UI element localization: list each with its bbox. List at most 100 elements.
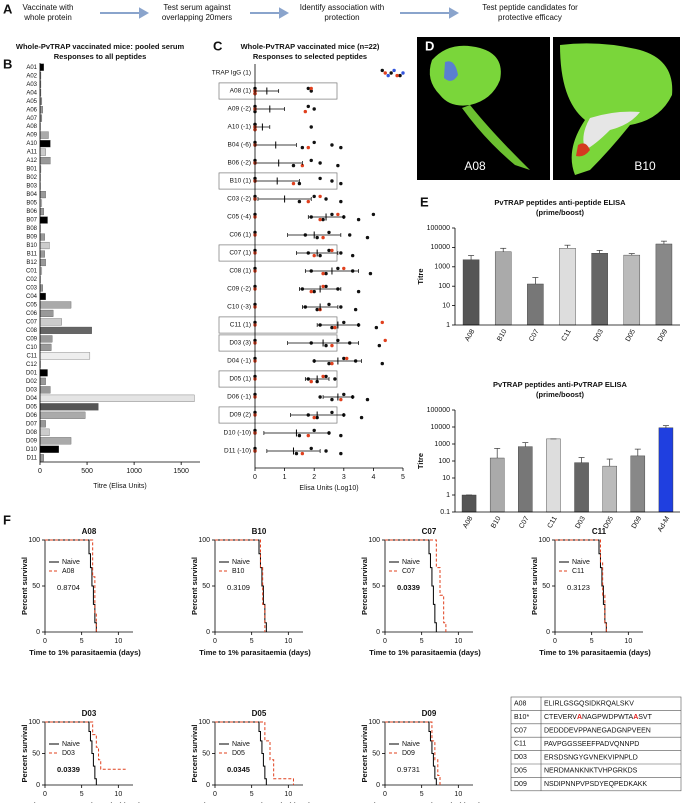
y-tick-label: D11: [26, 455, 37, 461]
p-value: 0.0339: [57, 765, 80, 774]
x-axis-label: Titre (Elisa Units): [93, 483, 146, 490]
x-tick-label: C07: [518, 515, 531, 530]
dot: [327, 302, 331, 307]
panel-label: B: [3, 56, 12, 71]
dot: [333, 325, 337, 330]
dot: [309, 289, 313, 294]
x-tick-label: D09: [631, 515, 644, 530]
sequence-part: ERSDSNGYGVNEKVIPNPLD: [544, 754, 638, 761]
x-tick-label: B10: [496, 328, 508, 342]
table-cell: ELIRLGSGQSIDKRQALSKV: [544, 701, 634, 708]
table-cell: D03: [514, 754, 527, 761]
dot: [330, 343, 334, 348]
table-border: [510, 696, 682, 792]
bar: [39, 343, 52, 351]
dot: [339, 199, 343, 204]
y-tick-label: 100: [438, 458, 450, 465]
dot: [374, 325, 379, 330]
y-tick-label: 50: [32, 750, 40, 757]
dot: [380, 361, 384, 366]
y-axis-label: Percent survival: [360, 557, 369, 615]
bar: [39, 377, 46, 385]
x-tick-label: 0: [43, 791, 47, 798]
dot: [330, 361, 334, 366]
dot: [324, 284, 328, 289]
x-axis-label: Elisa Units (Log10): [299, 485, 358, 492]
y-tick-label: 1000: [434, 441, 450, 448]
sequence-part: NERDMANKNKTVHPGRKDS: [544, 768, 638, 775]
dot: [324, 343, 328, 348]
survival-curve: [555, 539, 607, 632]
legend-label: Naive: [232, 741, 250, 748]
sequence-part: CTEVERV: [544, 714, 577, 721]
dot: [342, 392, 346, 397]
x-axis-label: Time to 1% parasitaemia (days): [199, 801, 311, 803]
bar: [39, 258, 46, 267]
bar: [39, 403, 99, 411]
x-tick-label: 0: [213, 791, 217, 798]
sequence-part: A: [577, 714, 582, 721]
x-tick-label: C11: [561, 328, 573, 342]
dot: [309, 86, 313, 91]
y-tick-label: B06: [26, 209, 37, 215]
dot: [336, 212, 340, 217]
chart-title: PvTRAP peptides anti-peptide ELISA: [494, 198, 626, 207]
y-axis-label: Titre: [416, 268, 425, 284]
dot: [312, 253, 316, 258]
survival-curve: [555, 539, 607, 632]
y-tick-label: 50: [372, 750, 380, 757]
survival-curve: [385, 721, 437, 785]
chart-subtitle: (prime/boost): [536, 390, 584, 399]
y-tick-label: C08: [26, 328, 38, 334]
sequence-part: NAGPWDPWTA: [582, 714, 634, 721]
x-tick-label: 0: [383, 638, 387, 645]
survival-curve: [215, 539, 267, 632]
dot: [321, 271, 325, 276]
dot: [365, 235, 370, 240]
survival-curve: [45, 539, 97, 632]
x-tick-label: 10: [284, 638, 292, 645]
dot: [327, 230, 331, 235]
y-tick-label: D01: [26, 370, 38, 376]
bar: [39, 233, 45, 241]
y-tick-label: D09 (2): [229, 412, 251, 419]
survival-curve: [215, 721, 267, 785]
y-tick-label: C04: [26, 294, 38, 300]
dot: [339, 305, 343, 309]
dot: [324, 197, 328, 201]
p-value: 0.0345: [227, 765, 250, 774]
dot: [333, 377, 337, 381]
dot: [368, 271, 373, 276]
y-tick-label: 50: [542, 583, 550, 590]
y-tick-label: B08: [26, 226, 37, 232]
workflow-step: protection: [324, 13, 359, 22]
bar: [39, 284, 43, 292]
legend-label: Naive: [402, 741, 420, 748]
dot: [336, 266, 340, 271]
x-tick-label: 10: [454, 638, 462, 645]
x-tick-label: A08: [464, 328, 476, 342]
workflow-step: Test serum against: [163, 3, 231, 12]
y-tick-label: D03: [26, 387, 38, 393]
bar: [39, 454, 44, 462]
bar: [559, 248, 576, 326]
x-tick-label: A08: [462, 515, 474, 529]
y-tick-label: C10: [26, 345, 38, 351]
x-tick-label: 1: [283, 474, 287, 481]
table-cell: C07: [514, 727, 527, 734]
dot: [306, 86, 310, 91]
structure-label: A08: [464, 159, 486, 173]
dot: [309, 379, 313, 384]
y-tick-label: D05 (1): [229, 376, 251, 383]
y-tick-label: 10: [442, 302, 450, 309]
bar: [39, 241, 50, 250]
bar: [39, 292, 46, 301]
dot: [312, 107, 316, 111]
dot: [318, 194, 322, 199]
dot: [389, 71, 393, 75]
dot: [339, 145, 343, 150]
dot: [297, 199, 302, 204]
y-tick-label: A07: [26, 116, 37, 122]
y-tick-label: D05: [26, 404, 38, 410]
y-tick-label: C03 (-2): [227, 196, 251, 203]
